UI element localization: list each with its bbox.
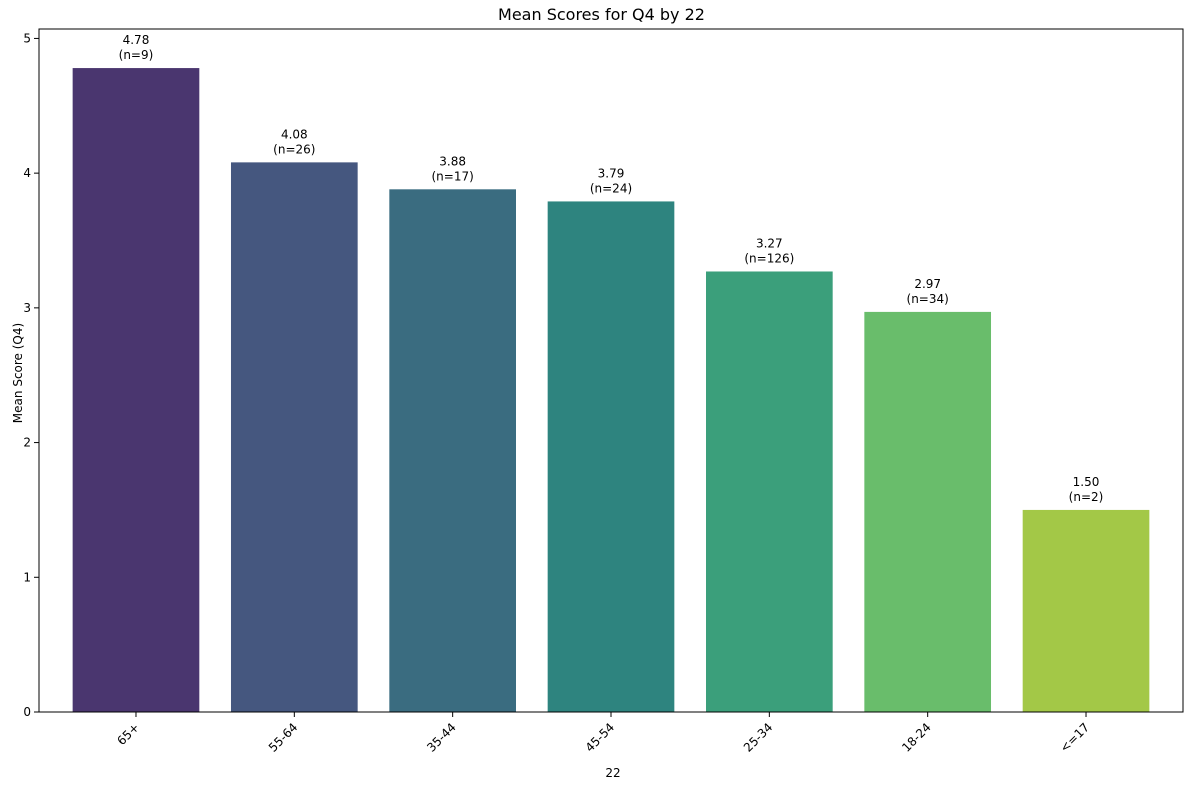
- bar-65+: [72, 68, 200, 712]
- y-tick-label: 5: [23, 31, 31, 45]
- bar-value-label: 1.50: [1073, 475, 1100, 489]
- bar-count-label: (n=2): [1069, 490, 1104, 504]
- bar-35-44: [389, 189, 516, 712]
- bar-value-label: 3.88: [439, 154, 466, 168]
- bar-count-label: (n=24): [590, 181, 632, 195]
- bar-<=17: [1022, 509, 1150, 712]
- x-tick-label: 35-44: [424, 720, 459, 755]
- bars-layer: [72, 68, 1150, 712]
- bar-count-label: (n=34): [907, 292, 949, 306]
- x-tick-label: 18-24: [899, 720, 934, 755]
- bar-value-label: 3.27: [756, 236, 783, 250]
- bar-value-label: 2.97: [914, 277, 941, 291]
- plot-frame: [38, 28, 1184, 713]
- y-tick-label: 1: [23, 570, 31, 584]
- x-tick-label: 45-54: [583, 720, 618, 755]
- x-axis: 65+ 55-64 35-44 45-54 25-34 18-24 <=17: [114, 712, 1092, 755]
- bar-value-label: 4.78: [123, 33, 150, 47]
- y-tick-label: 2: [23, 436, 31, 450]
- bar-count-label: (n=9): [119, 48, 154, 62]
- y-tick-label: 4: [23, 166, 31, 180]
- x-axis-label: 22: [605, 766, 620, 780]
- y-tick-label: 3: [23, 301, 31, 315]
- x-tick-label: 65+: [114, 720, 142, 748]
- y-tick-label: 0: [23, 705, 31, 719]
- x-tick-label: 25-34: [741, 720, 776, 755]
- x-tick-label: 55-64: [266, 720, 301, 755]
- bar-45-54: [547, 201, 675, 712]
- y-axis-label: Mean Score (Q4): [11, 323, 25, 423]
- bar-value-label: 3.79: [598, 166, 625, 180]
- chart-title: Mean Scores for Q4 by 22: [498, 5, 705, 24]
- x-tick-label: <=17: [1057, 720, 1092, 755]
- bar-18-24: [864, 311, 992, 712]
- bar-count-label: (n=26): [273, 142, 315, 156]
- bar-25-34: [706, 271, 833, 712]
- bar-annotations: 4.78(n=9) 4.08(n=26) 3.88(n=17) 3.79(n=24) 3…: [119, 33, 1104, 504]
- bar-count-label: (n=126): [744, 251, 794, 265]
- bar-55-64: [230, 162, 358, 712]
- y-axis: 0 1 2 3 4 5: [23, 31, 39, 719]
- bar-count-label: (n=17): [432, 169, 474, 183]
- bar-value-label: 4.08: [281, 127, 308, 141]
